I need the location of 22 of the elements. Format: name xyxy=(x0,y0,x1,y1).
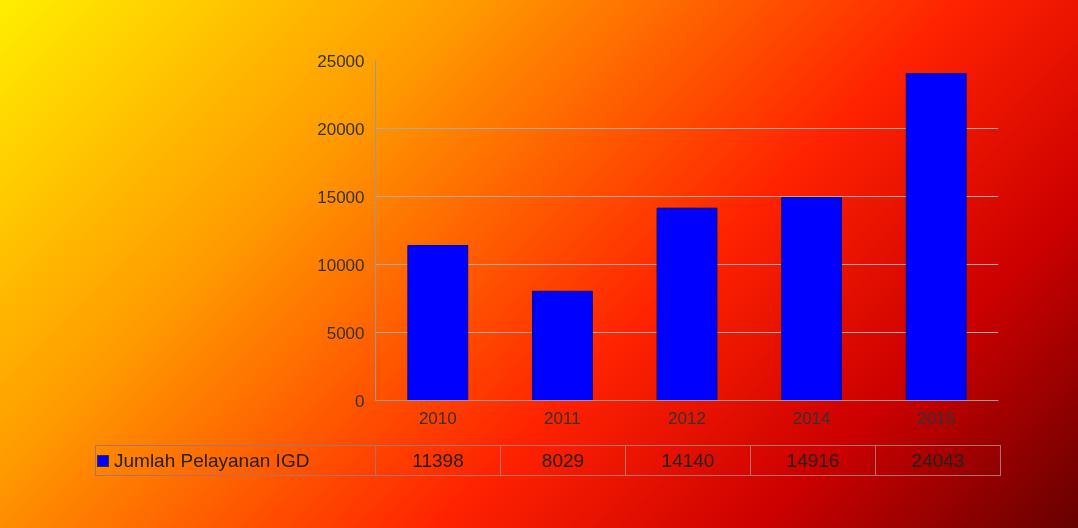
x-tick-label: 2014 xyxy=(792,408,831,428)
y-tick-label: 0 xyxy=(355,391,365,411)
bar xyxy=(532,290,593,401)
data-label: 24043 xyxy=(875,445,1001,476)
data-label: 14140 xyxy=(625,445,751,476)
x-tick-label: 2012 xyxy=(668,408,706,428)
bar xyxy=(905,73,967,401)
bar xyxy=(407,244,469,401)
bar xyxy=(781,197,842,401)
y-tick-label: 25000 xyxy=(317,51,365,71)
y-tick-label: 5000 xyxy=(326,323,365,343)
text: Jumlah Pelayanan IGD xyxy=(95,445,376,476)
data-label: 8029 xyxy=(500,445,626,476)
bar xyxy=(656,207,718,401)
y-tick-label: 15000 xyxy=(317,187,365,207)
x-tick-label: 2011 xyxy=(544,408,581,428)
data-label: 11398 xyxy=(375,445,501,476)
y-tick-label: 10000 xyxy=(317,255,365,275)
y-tick-label: 20000 xyxy=(317,119,365,139)
x-tick-label: 2010 xyxy=(418,408,457,428)
data-label: 14916 xyxy=(750,445,876,476)
x-tick-label: 2015 xyxy=(917,408,956,428)
